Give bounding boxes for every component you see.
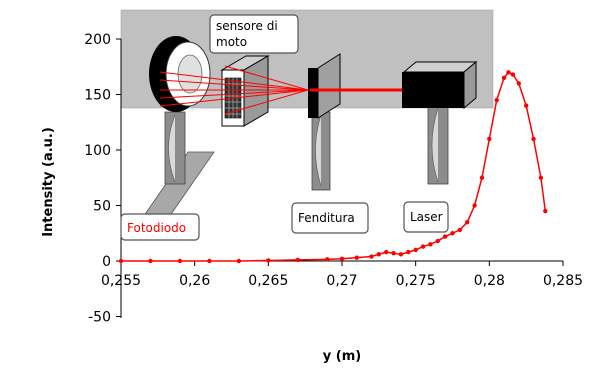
laser-label: Laser (410, 210, 443, 224)
data-point (384, 249, 389, 255)
y-tick-label: 100 (84, 143, 111, 159)
sensor-label-box (209, 14, 299, 54)
data-point (472, 203, 477, 208)
data-point (118, 258, 124, 264)
series-intensity (118, 70, 548, 264)
data-point (501, 75, 507, 81)
data-point (325, 257, 330, 262)
data-point (339, 256, 345, 261)
data-point (450, 231, 455, 236)
y-ticks: -50 0 50 100 150 200 (84, 32, 121, 326)
laser-body (402, 72, 464, 108)
x-tick-label: 0,285 (543, 273, 583, 289)
apparatus-illustration: sensore di moto Fotodiodo Fenditura Lase… (120, 14, 478, 241)
x-tick-label: 0,27 (326, 273, 357, 289)
photodiode-stand-shade (168, 114, 176, 183)
data-point (531, 136, 536, 142)
data-point (376, 252, 382, 257)
laser-label-box (403, 201, 449, 233)
x-axis-label: y (m) (323, 349, 361, 364)
data-point (494, 97, 499, 103)
data-point (398, 252, 404, 257)
data-point (428, 242, 433, 247)
data-point (516, 81, 521, 86)
y-tick-label: -50 (88, 310, 111, 326)
data-point (420, 244, 426, 249)
data-point (435, 238, 440, 244)
data-point (413, 247, 418, 253)
photodiode-label-box (120, 213, 200, 241)
sensor-label-line1: sensore di (216, 19, 278, 33)
slit-label-box (291, 202, 369, 234)
data-point (406, 249, 411, 255)
y-tick-label: 50 (93, 199, 111, 215)
photodiode-window (177, 54, 203, 94)
data-point (236, 258, 242, 264)
data-point (148, 258, 153, 264)
y-tick-label: 150 (84, 88, 111, 104)
data-point (543, 208, 548, 214)
x-tick-label: 0,255 (101, 273, 141, 289)
slit-plate (308, 68, 318, 118)
x-ticks: 0,255 0,26 0,265 0,27 0,275 0,28 0,285 (101, 261, 583, 289)
data-point (457, 227, 463, 233)
slit-label: Fenditura (298, 211, 355, 225)
diffracted-rays (159, 65, 309, 115)
data-point (506, 70, 511, 75)
data-point (487, 136, 492, 142)
x-tick-label: 0,265 (248, 273, 288, 289)
sensor-label-line2: moto (216, 35, 247, 49)
data-point (538, 175, 544, 180)
data-point (465, 219, 470, 225)
data-point (207, 258, 212, 264)
laser-stand-shade (431, 107, 439, 183)
y-axis-label: Intensity (a.u.) (41, 127, 56, 237)
x-tick-label: 0,275 (396, 273, 436, 289)
data-point (510, 72, 516, 77)
slit-stand-shade (315, 114, 322, 187)
data-point (479, 175, 485, 180)
data-point (369, 254, 374, 259)
x-tick-label: 0,26 (179, 273, 210, 289)
data-point (295, 257, 300, 263)
data-point (391, 251, 396, 256)
data-point (523, 103, 529, 108)
data-point (266, 258, 271, 263)
y-tick-label: 200 (84, 32, 111, 48)
y-tick-label: 0 (102, 254, 111, 270)
photodiode-label: Fotodiodo (127, 221, 186, 235)
data-point (177, 258, 183, 264)
data-point (442, 234, 448, 239)
x-tick-label: 0,28 (474, 273, 505, 289)
data-point (354, 255, 359, 260)
